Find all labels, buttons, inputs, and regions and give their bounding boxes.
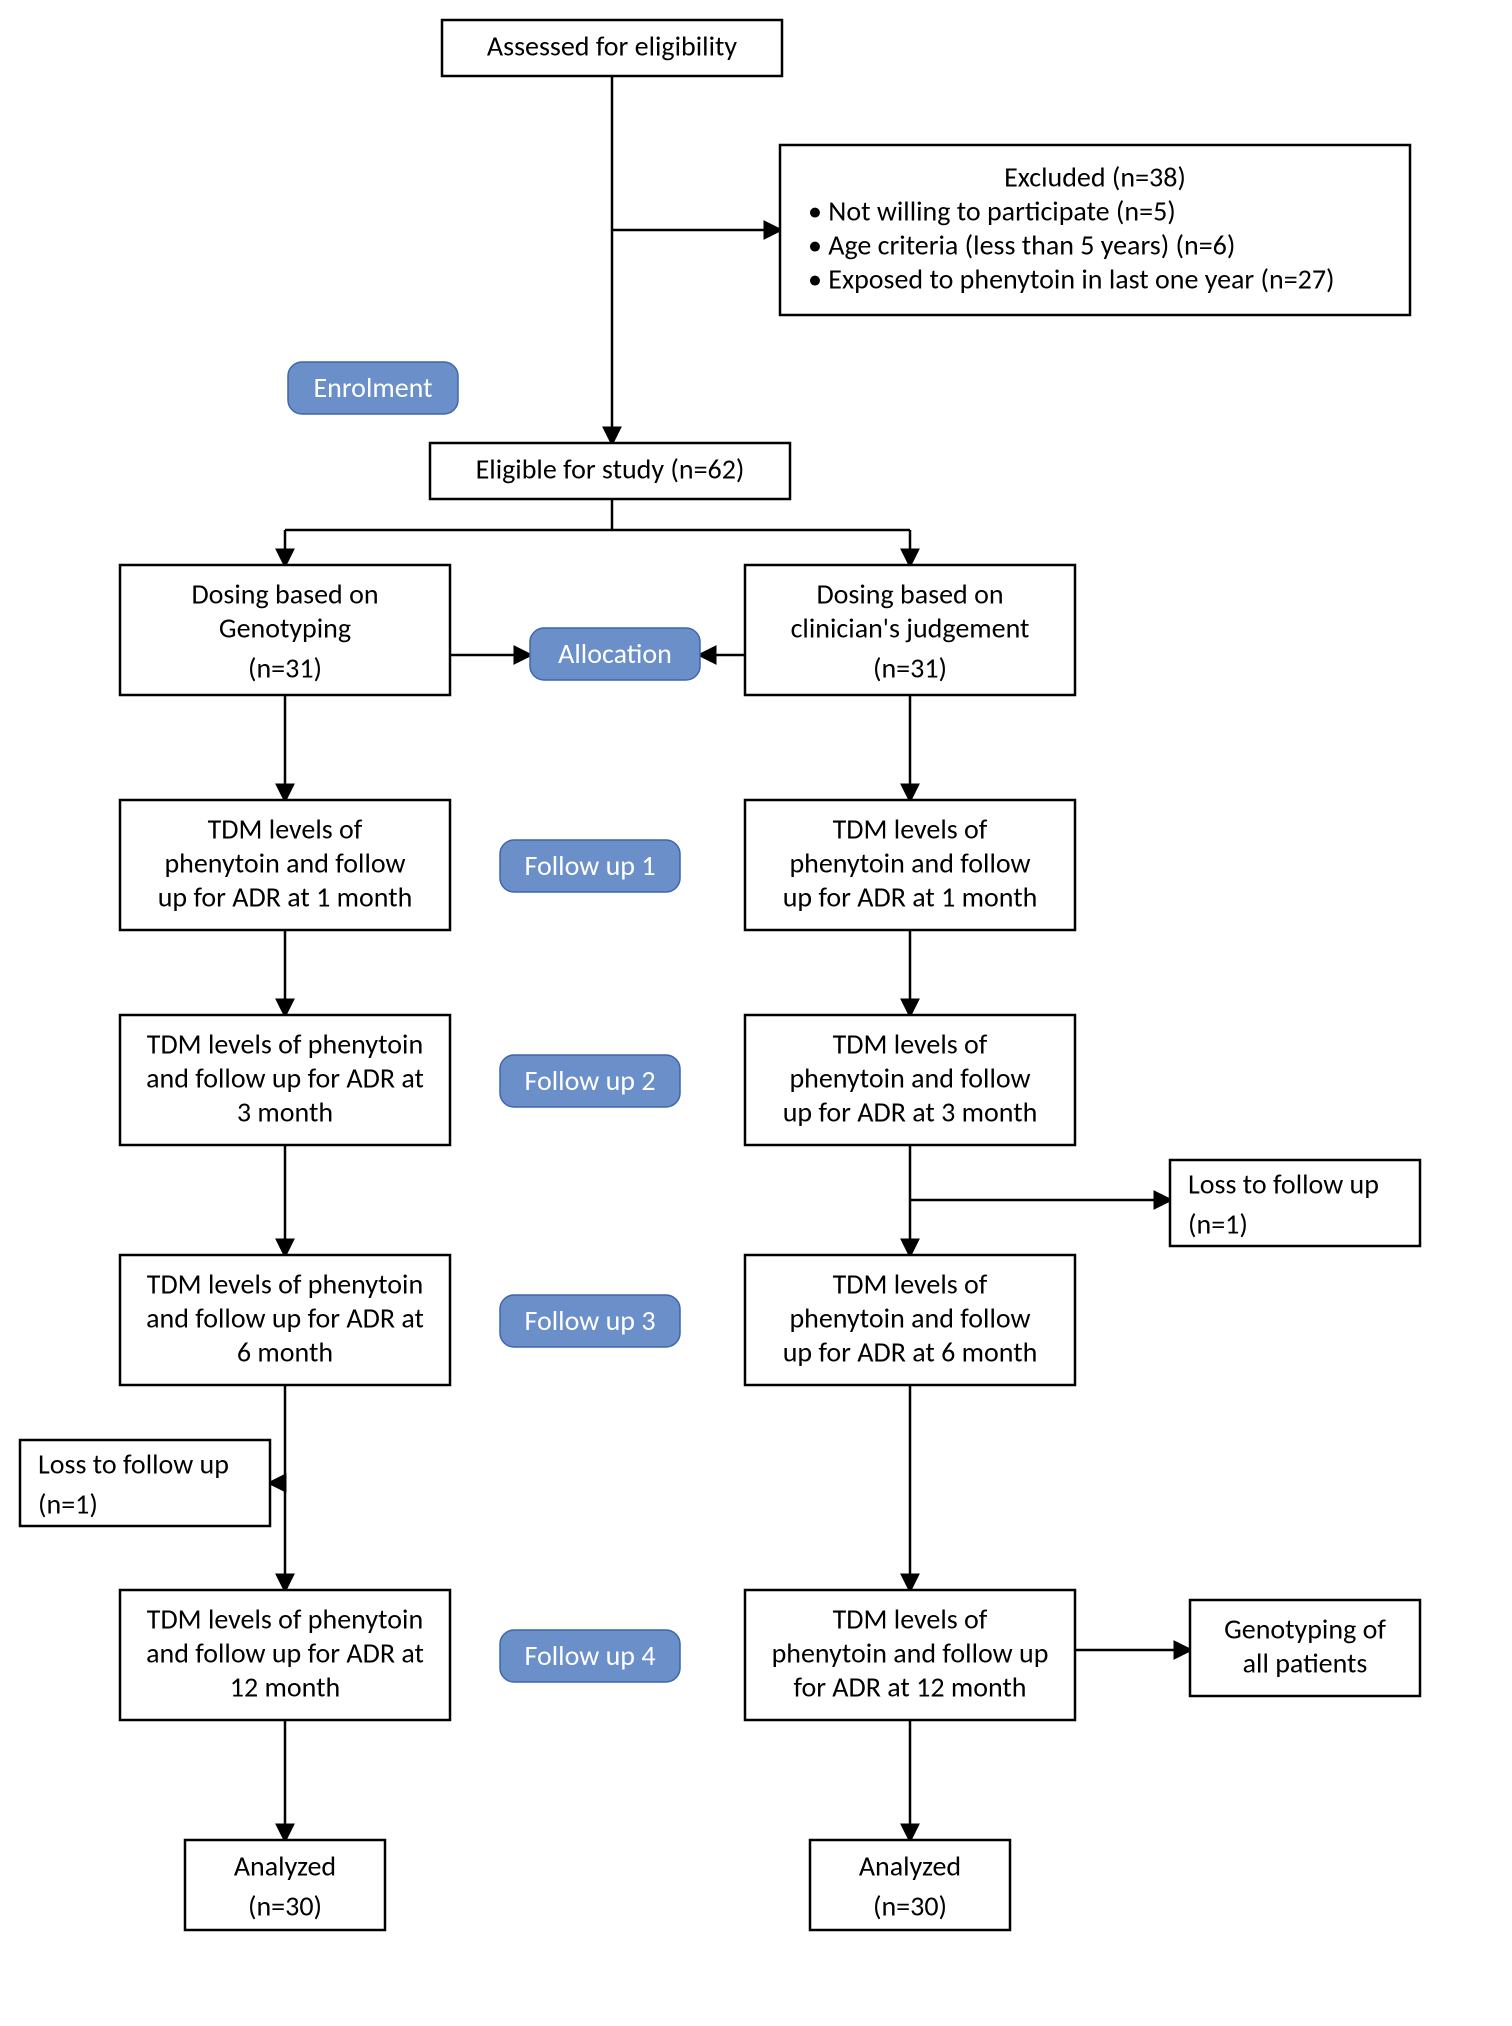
node-b_m12-line-2: for ADR at 12 month	[793, 1669, 1026, 1704]
svg-text:Follow up 3: Follow up 3	[524, 1303, 655, 1338]
node-loss_a: Loss to follow up (n=1)	[20, 1440, 270, 1526]
node-geno_all-line-0: Genotyping of	[1224, 1611, 1386, 1646]
node-b_ana-line-0: Analyzed	[859, 1848, 961, 1883]
node-b_m12-line-0: TDM levels of	[833, 1601, 988, 1636]
node-a_m3-line-1: and follow up for ADR at	[146, 1060, 424, 1095]
svg-text:Follow up 4: Follow up 4	[524, 1638, 655, 1673]
badge-fu4: Follow up 4	[500, 1630, 680, 1682]
node-eligible: Eligible for study (n=62)	[430, 443, 790, 499]
svg-text:Enrolment: Enrolment	[313, 370, 432, 405]
node-b_m12-line-1: phenytoin and follow up	[772, 1635, 1049, 1670]
node-assessed: Assessed for eligibility	[442, 20, 782, 76]
node-b_m1-line-2: up for ADR at 1 month	[783, 879, 1038, 914]
node-arm_b-line-2: (n=31)	[873, 650, 947, 685]
node-excluded-line-2: • Age criteria (less than 5 years) (n=6)	[808, 227, 1235, 262]
node-excluded-line-1: • Not willing to participate (n=5)	[808, 193, 1176, 228]
node-excluded-line-3: • Exposed to phenytoin in last one year …	[808, 261, 1335, 296]
node-excluded: Excluded (n=38)• Not willing to particip…	[780, 145, 1410, 315]
node-b_m1-line-0: TDM levels of	[833, 811, 988, 846]
node-a_m1-line-1: phenytoin and follow	[164, 845, 405, 880]
node-a_m12: TDM levels of phenytoinand follow up for…	[120, 1590, 450, 1720]
node-geno_all-line-1: all patients	[1243, 1645, 1368, 1680]
node-geno_all: Genotyping ofall patients	[1190, 1600, 1420, 1696]
node-a_m3-line-2: 3 month	[237, 1094, 333, 1129]
node-a_m1-line-0: TDM levels of	[208, 811, 363, 846]
node-b_m1-line-1: phenytoin and follow	[789, 845, 1030, 880]
node-b_m3: TDM levels ofphenytoin and followup for …	[745, 1015, 1075, 1145]
node-loss_a-line-1: (n=1)	[38, 1486, 98, 1521]
node-b_ana-line-1: (n=30)	[873, 1888, 947, 1923]
node-b_m3-line-0: TDM levels of	[833, 1026, 988, 1061]
node-loss_b-line-1: (n=1)	[1188, 1206, 1248, 1241]
node-a_m3: TDM levels of phenytoinand follow up for…	[120, 1015, 450, 1145]
node-a_m12-line-2: 12 month	[230, 1669, 340, 1704]
node-a_m6-line-0: TDM levels of phenytoin	[147, 1266, 423, 1301]
node-arm_a-line-1: Genotyping	[219, 610, 351, 645]
node-loss_a-line-0: Loss to follow up	[38, 1446, 229, 1481]
badge-fu2: Follow up 2	[500, 1055, 680, 1107]
svg-text:Follow up 1: Follow up 1	[524, 848, 655, 883]
node-a_m3-line-0: TDM levels of phenytoin	[147, 1026, 423, 1061]
node-b_m1: TDM levels ofphenytoin and followup for …	[745, 800, 1075, 930]
badge-fu3: Follow up 3	[500, 1295, 680, 1347]
node-assessed-line-0: Assessed for eligibility	[487, 28, 737, 63]
node-a_m6: TDM levels of phenytoinand follow up for…	[120, 1255, 450, 1385]
node-a_m6-line-2: 6 month	[237, 1334, 333, 1369]
node-a_m1-line-2: up for ADR at 1 month	[158, 879, 413, 914]
node-b_m3-line-2: up for ADR at 3 month	[783, 1094, 1038, 1129]
node-b_m6-line-2: up for ADR at 6 month	[783, 1334, 1038, 1369]
node-a_m12-line-1: and follow up for ADR at	[146, 1635, 424, 1670]
node-a_ana: Analyzed (n=30)	[185, 1840, 385, 1930]
node-b_m6-line-0: TDM levels of	[833, 1266, 988, 1301]
badge-fu1: Follow up 1	[500, 840, 680, 892]
node-a_m12-line-0: TDM levels of phenytoin	[147, 1601, 423, 1636]
node-excluded-line-0: Excluded (n=38)	[1004, 159, 1186, 194]
node-b_m6-line-1: phenytoin and follow	[789, 1300, 1030, 1335]
svg-text:Allocation: Allocation	[558, 636, 672, 671]
node-a_ana-line-1: (n=30)	[248, 1888, 322, 1923]
node-arm_b-line-0: Dosing based on	[816, 576, 1003, 611]
node-loss_b-line-0: Loss to follow up	[1188, 1166, 1379, 1201]
node-a_m1: TDM levels ofphenytoin and followup for …	[120, 800, 450, 930]
node-arm_a: Dosing based onGenotyping (n=31)	[120, 565, 450, 695]
node-b_m6: TDM levels ofphenytoin and followup for …	[745, 1255, 1075, 1385]
badge-allocation: Allocation	[530, 628, 700, 680]
node-b_m12: TDM levels ofphenytoin and follow upfor …	[745, 1590, 1075, 1720]
node-arm_b: Dosing based onclinician's judgement (n=3…	[745, 565, 1075, 695]
node-a_ana-line-0: Analyzed	[234, 1848, 336, 1883]
node-eligible-line-0: Eligible for study (n=62)	[476, 451, 745, 486]
node-b_ana: Analyzed (n=30)	[810, 1840, 1010, 1930]
badge-enrolment: Enrolment	[288, 362, 458, 414]
node-arm_b-line-1: clinician's judgement	[791, 610, 1030, 645]
node-arm_a-line-2: (n=31)	[248, 650, 322, 685]
node-b_m3-line-1: phenytoin and follow	[789, 1060, 1030, 1095]
svg-text:Follow up 2: Follow up 2	[524, 1063, 655, 1098]
node-loss_b: Loss to follow up (n=1)	[1170, 1160, 1420, 1246]
node-a_m6-line-1: and follow up for ADR at	[146, 1300, 424, 1335]
node-arm_a-line-0: Dosing based on	[191, 576, 378, 611]
